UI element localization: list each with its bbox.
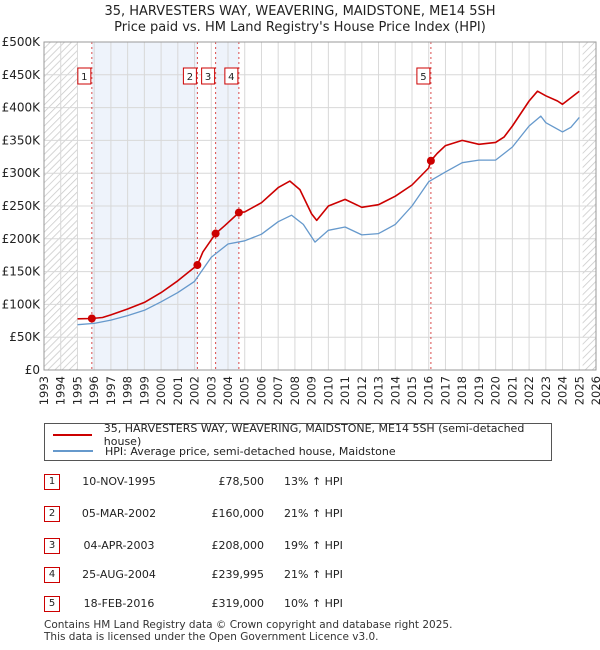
x-tick-label: 2003 [204,376,218,405]
x-tick-label: 2022 [522,376,536,405]
y-tick-label: £150K [2,265,42,279]
chart-legend: 35, HARVESTERS WAY, WEAVERING, MAIDSTONE… [44,422,552,461]
y-tick-label: £400K [2,101,42,115]
y-tick-label: £450K [2,68,42,82]
transaction-number: 4 [44,567,60,583]
x-tick-label: 2011 [338,376,352,405]
x-tick-label: 1996 [87,376,101,405]
legend-swatch-blue [53,450,93,452]
sale-point [87,314,96,323]
transaction-hpi-change: 21% ↑ HPI [284,568,343,581]
sale-number-label: 5 [420,72,426,83]
x-tick-label: 2020 [489,376,503,405]
transaction-date: 05-MAR-2002 [81,507,157,520]
y-tick-label: £300K [2,166,42,180]
transaction-date: 04-APR-2003 [83,539,155,552]
x-tick-label: 1994 [54,376,68,405]
transaction-number: 5 [44,596,60,612]
x-tick-label: 2009 [305,376,319,405]
sale-number-label: 4 [228,72,234,83]
transaction-price: £160,000 [211,507,265,520]
transaction-hpi-change: 19% ↑ HPI [284,539,343,552]
transaction-price: £319,000 [211,597,265,610]
transaction-hpi-change: 21% ↑ HPI [284,507,343,520]
chart-title-line-1: 35, HARVESTERS WAY, WEAVERING, MAIDSTONE… [104,4,496,19]
x-tick-label: 2008 [288,376,302,405]
series-line-property [77,90,580,320]
x-tick-label: 2007 [271,376,285,405]
transaction-hpi-change: 13% ↑ HPI [284,475,343,488]
x-tick-label: 2004 [221,376,235,405]
sale-number-box [77,67,92,85]
legend-entry-property: 35, HARVESTERS WAY, WEAVERING, MAIDSTONE… [53,422,551,448]
x-tick-label: 2015 [405,376,419,405]
y-tick-label: £200K [2,232,42,246]
x-tick-label: 1998 [121,376,135,405]
x-tick-label: 2021 [505,376,519,405]
x-tick-label: 2013 [372,376,386,405]
y-tick-label: £250K [2,199,42,213]
legend-label-property: 35, HARVESTERS WAY, WEAVERING, MAIDSTONE… [103,422,525,448]
y-tick-label: £350K [2,133,42,147]
transaction-number: 2 [44,506,60,522]
x-tick-label: 1995 [70,376,84,405]
sale-number-label: 3 [205,72,211,83]
transaction-price: £208,000 [211,539,265,552]
sale-number-label: 2 [187,72,193,83]
y-tick-label: £500K [2,35,42,49]
x-tick-label: 2002 [188,376,202,405]
x-tick-label: 2023 [539,376,553,405]
legend-swatch-red [53,434,92,436]
x-tick-label: 2026 [589,376,600,405]
series-line-hpi [77,115,580,326]
transaction-hpi-change: 10% ↑ HPI [284,597,343,610]
x-tick-label: 2014 [388,376,402,405]
sale-number-box [201,67,216,85]
legend-entry-hpi: HPI: Average price, semi-detached house,… [53,444,396,458]
y-tick-label: £50K [9,330,41,344]
footer-licence: This data is licensed under the Open Gov… [44,631,379,643]
sale-number-box [224,67,239,85]
x-tick-label: 1997 [104,376,118,405]
x-tick-label: 2001 [171,376,185,405]
x-tick-label: 2024 [556,376,570,405]
sale-point [211,229,220,238]
legend-label-hpi: HPI: Average price, semi-detached house,… [105,444,396,458]
x-tick-label: 2019 [472,376,486,405]
x-tick-label: 2006 [254,376,268,405]
y-tick-label: £100K [2,297,42,311]
footer-copyright: Contains HM Land Registry data © Crown c… [44,619,453,631]
y-tick-label: £0 [25,363,40,377]
x-tick-label: 2017 [438,376,452,405]
sale-point [193,261,202,270]
transaction-price: £239,995 [211,568,265,581]
chart-title-line-2: Price paid vs. HM Land Registry's House … [114,20,486,35]
sale-point [426,156,435,165]
x-tick-label: 1999 [137,376,151,405]
x-tick-label: 2016 [422,376,436,405]
sale-number-box [182,67,197,85]
x-tick-label: 2005 [238,376,252,405]
x-tick-label: 1993 [37,376,51,405]
x-tick-label: 2000 [154,376,168,405]
transaction-date: 25-AUG-2004 [82,568,156,581]
x-tick-label: 2010 [321,376,335,405]
transaction-number: 3 [44,538,60,554]
plot-frame [43,41,597,371]
transaction-number: 1 [44,474,60,490]
sale-point [234,208,243,217]
x-tick-label: 2018 [455,376,469,405]
sale-number-box [416,67,431,85]
x-tick-label: 2025 [572,376,586,405]
transaction-date: 10-NOV-1995 [82,475,156,488]
sale-number-label: 1 [81,72,87,83]
transaction-date: 18-FEB-2016 [83,597,155,610]
price-chart: 1 2 3 4 5 £0 £50K £100K £150K £200K £250K £300K £35… [2,35,600,405]
transaction-price: £78,500 [218,475,265,488]
x-tick-label: 2012 [355,376,369,405]
